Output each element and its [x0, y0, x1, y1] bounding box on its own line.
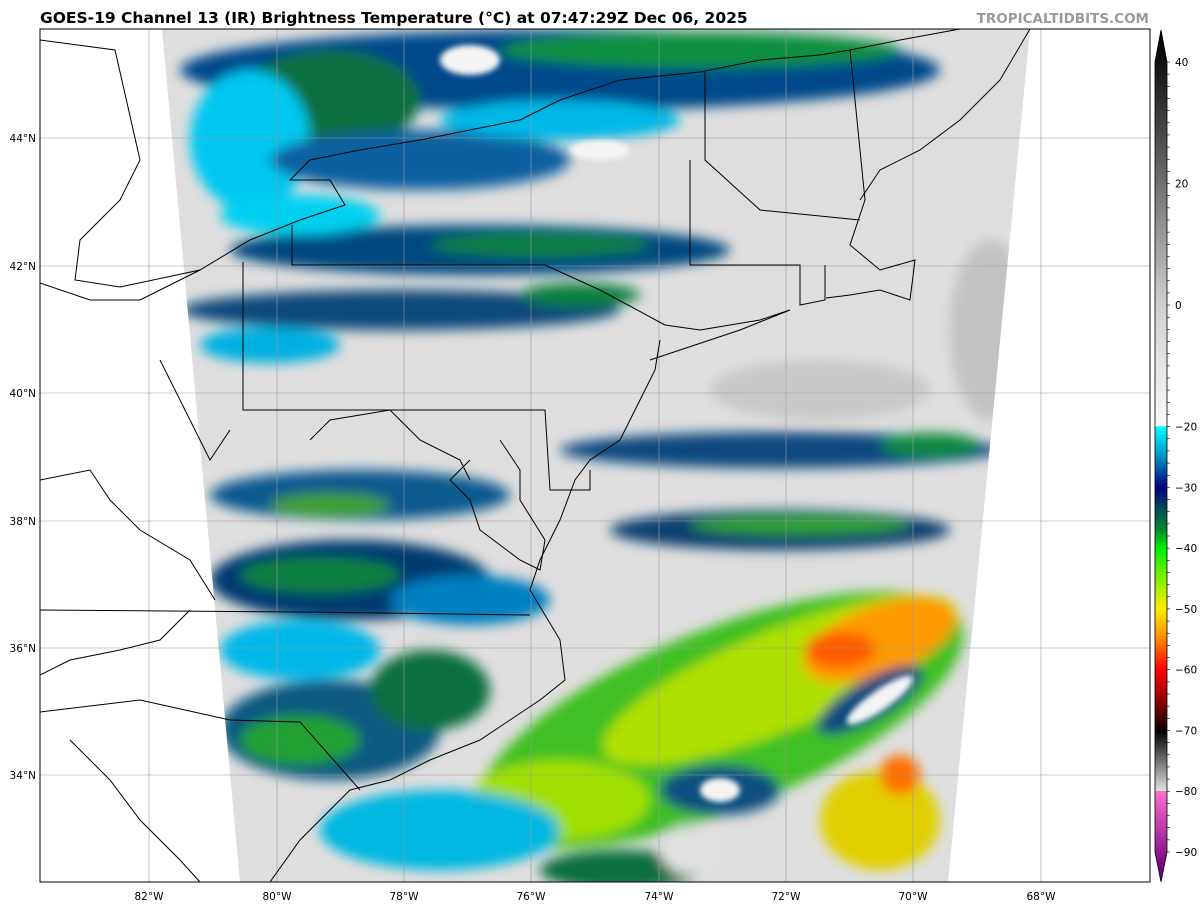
colorbar-tick-label: −50: [1175, 604, 1197, 616]
gridlines: [40, 29, 1150, 882]
watermark: TROPICALTIDBITS.COM: [976, 11, 1149, 27]
colorbar: 40 20 0 −20 −30 −40 −50 −60 −70 −80 −90: [1154, 29, 1197, 883]
colorbar-tick-label: 0: [1175, 300, 1182, 312]
colorbar-tick-label: −70: [1175, 725, 1197, 737]
colorbar-tick-label: −90: [1175, 847, 1197, 859]
chart-title: GOES-19 Channel 13 (IR) Brightness Tempe…: [40, 9, 748, 27]
colorbar-tick-label: 40: [1175, 57, 1188, 69]
latitude-label: 36°N: [10, 643, 36, 655]
longitude-label: 82°W: [135, 891, 165, 903]
colorbar-tick-label: −20: [1175, 422, 1197, 434]
latitude-label: 40°N: [10, 388, 36, 400]
latitude-label: 38°N: [10, 516, 36, 528]
latitude-label: 34°N: [10, 770, 36, 782]
colorbar-tick-label: −40: [1175, 543, 1197, 555]
latitude-label: 44°N: [10, 133, 36, 145]
longitude-label: 72°W: [772, 891, 802, 903]
longitude-label: 78°W: [390, 891, 420, 903]
longitude-labels: 82°W 80°W 78°W 76°W 74°W 72°W 70°W 68°W: [135, 891, 1057, 903]
longitude-label: 76°W: [517, 891, 547, 903]
coastlines-borders: [40, 29, 1031, 882]
colorbar-tick-label: −80: [1175, 786, 1197, 798]
latitude-labels: 44°N 42°N 40°N 38°N 36°N 34°N: [10, 133, 36, 782]
map-frame: [39, 28, 1151, 883]
latitude-label: 42°N: [10, 261, 36, 273]
colorbar-tick-label: −30: [1175, 482, 1197, 494]
colorbar-tick-label: 20: [1175, 179, 1188, 191]
longitude-label: 80°W: [263, 891, 293, 903]
colorbar-tick-label: −60: [1175, 665, 1197, 677]
ir-imagery: [162, 29, 1030, 882]
longitude-label: 70°W: [899, 891, 929, 903]
longitude-label: 68°W: [1027, 891, 1057, 903]
longitude-label: 74°W: [645, 891, 675, 903]
